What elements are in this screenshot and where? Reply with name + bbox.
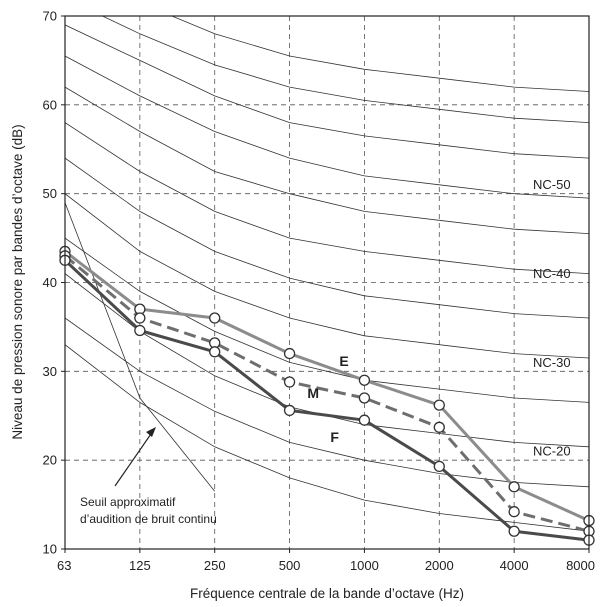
nc-curve <box>65 24 589 159</box>
series-point-E <box>358 374 371 386</box>
y-tick-label: 50 <box>43 186 57 201</box>
series-point-E <box>283 347 296 360</box>
nc-curve <box>65 193 589 359</box>
threshold-label-line-1: Seuil approximatif <box>80 495 176 509</box>
series-line-E <box>64 250 590 522</box>
series-point-M <box>283 376 296 388</box>
y-tick-label: 40 <box>43 275 57 290</box>
y-tick-label: 60 <box>43 97 57 112</box>
x-axis-ticks: 63 125 250 500 1000 2000 4000 8000 <box>57 549 595 573</box>
series-point-E <box>433 399 445 411</box>
x-tick-label: 8000 <box>566 558 595 573</box>
y-axis-ticks: 10 20 30 40 50 60 70 <box>43 9 65 557</box>
grid-lines <box>65 16 589 549</box>
threshold-curve <box>65 202 216 492</box>
nc-curve <box>65 237 589 403</box>
series-labels: E M F <box>307 353 348 445</box>
nc-label: NC-50 <box>533 177 571 192</box>
x-tick-label: 1000 <box>350 558 379 573</box>
nc-labels: NC-50 NC-40 NC-30 NC-20 <box>533 177 571 459</box>
series-point-M <box>433 421 445 433</box>
series-point-F <box>134 324 146 337</box>
series-point-F <box>358 414 371 426</box>
series-line-M <box>64 254 590 533</box>
hearing-threshold <box>65 202 216 492</box>
series-label-F: F <box>330 429 339 445</box>
y-tick-label: 10 <box>43 542 57 557</box>
x-axis-label: Fréquence centrale de la bande d’octave … <box>190 586 464 601</box>
x-tick-label: 500 <box>279 558 301 573</box>
threshold-arrow-head <box>146 427 156 437</box>
y-tick-label: 30 <box>43 364 57 379</box>
nc-curves <box>65 16 589 532</box>
series-label-M: M <box>307 385 319 401</box>
y-axis-label: Niveau de pression sonore par bandes d’o… <box>10 124 25 439</box>
nc-curve <box>65 317 589 488</box>
threshold-label-line-2: d’audition de bruit continu <box>80 512 217 526</box>
x-tick-label: 4000 <box>500 558 529 573</box>
series-label-E: E <box>339 353 348 369</box>
series-line-F <box>63 259 590 542</box>
nc-curve <box>101 16 589 123</box>
series-point-F <box>283 404 296 417</box>
y-tick-label: 70 <box>43 9 57 24</box>
y-tick-label: 20 <box>43 453 57 468</box>
nc-curve <box>65 157 589 319</box>
nc-label: NC-30 <box>533 355 571 370</box>
threshold-annotation: Seuil approximatif d’audition de bruit c… <box>80 427 217 526</box>
series-point-M <box>358 392 371 404</box>
series-point-M <box>134 312 146 324</box>
series-point-F <box>433 460 445 473</box>
nc-curve <box>170 16 589 92</box>
x-tick-label: 63 <box>57 558 71 573</box>
x-tick-label: 250 <box>204 558 226 573</box>
series-point-E <box>209 312 221 324</box>
nc-curve <box>65 86 589 234</box>
threshold-arrow-shaft <box>114 430 154 487</box>
nc-label: NC-40 <box>533 266 571 281</box>
nc-curve <box>65 122 589 274</box>
x-tick-label: 2000 <box>425 558 454 573</box>
x-tick-label: 125 <box>129 558 151 573</box>
series-point-F <box>508 525 520 537</box>
nc-curve <box>65 55 589 199</box>
series-point-E <box>508 481 520 493</box>
series-point-F <box>209 346 221 358</box>
nc-label: NC-20 <box>533 444 571 459</box>
series-point-M <box>508 506 520 518</box>
